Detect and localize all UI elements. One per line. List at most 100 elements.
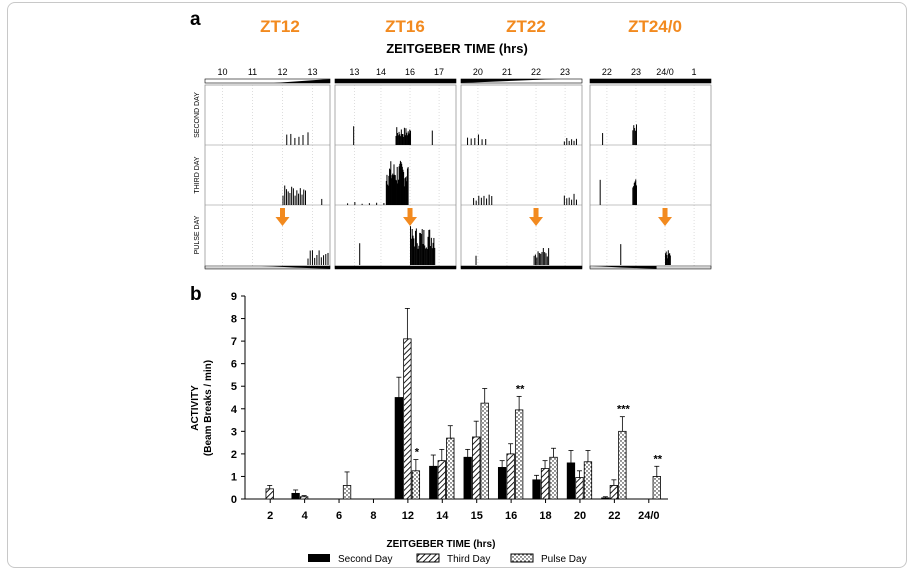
actogram-activity-bar [491,196,493,205]
bar-third-day-12 [403,338,412,500]
actogram-activity-bar [665,251,667,265]
zt-header-2: ZT16 [385,17,425,36]
actogram-activity-bar [320,257,322,265]
actogram-activity-bar [546,256,548,265]
actogram-activity-bar [391,175,393,205]
zt-header-4: ZT24/0 [628,17,682,36]
significance-annotation: *** [617,404,631,416]
actogram-activity-bar [284,185,286,205]
y-tick-label-0: 0 [231,494,237,506]
actogram-activity-bar [314,257,316,265]
actogram-activity-bar [389,168,391,205]
bar-second-day-16 [497,467,507,500]
y-axis-label-line1: ACTIVITY [190,385,201,431]
actogram-activity-bar [410,130,412,145]
actogram-activity-bar [486,198,488,205]
actogram-activity-bar [544,252,546,265]
actogram-activity-bar [635,179,637,205]
pulse-arrow-shaft-2 [407,208,413,218]
bar-second-day-20 [566,462,576,500]
actogram-activity-bar [467,137,469,145]
actogram-activity-bar [302,135,304,145]
actogram-activity-bar [420,233,422,265]
x-tick-label-1: 2 [267,510,273,522]
y-tick-label-3: 3 [231,426,237,438]
actogram-activity-bar [399,134,401,145]
actogram-activity-bar [292,188,294,205]
actogram-activity-bar [296,190,298,205]
actogram-activity-bar [416,243,418,265]
actogram-activity-bar [396,127,398,145]
x-tick-label-9: 18 [539,510,551,522]
actogram-activity-bar [406,132,408,145]
actogram-activity-bar [321,198,323,205]
actogram-activity-bar [620,244,622,265]
x-tick-label-8: 16 [505,510,517,522]
actogram-activity-bar [541,251,543,265]
actogram-activity-bar [406,168,408,205]
actogram-tick-label-3-4: 23 [560,67,570,77]
actogram-activity-bar [410,226,412,265]
actogram-tick-label-3-2: 21 [502,67,512,77]
actogram-activity-bar [396,180,398,205]
actogram-activity-bar [400,161,402,205]
actogram-activity-bar [401,134,403,145]
actogram-activity-bar [427,236,429,265]
actogram-activity-bar [403,136,405,145]
y-tick-label-4: 4 [231,404,238,416]
actogram-activity-bar [429,229,431,265]
y-tick-label-8: 8 [231,314,237,326]
actogram-activity-bar [434,247,436,265]
actogram-activity-bar [413,238,415,265]
actogram-activity-bar [307,132,309,145]
bar-third-day-15 [472,436,481,500]
actogram-activity-bar [634,128,636,145]
pulse-arrow-icon [529,217,544,226]
actogram-activity-bar [309,250,311,265]
actogram-activity-bar [398,166,400,205]
pulse-arrow-shaft-1 [280,208,285,218]
bar-third-day-14 [437,460,446,500]
bar-pulse-day-15 [480,402,489,500]
actogram-activity-bar [392,173,394,205]
actogram-activity-bar [403,127,405,145]
y-tick-label-2: 2 [231,449,237,461]
actogram-activity-bar [294,195,296,205]
actogram-activity-bar [575,199,577,205]
bar-third-day-16 [506,453,515,500]
actogram-activity-bar [397,132,399,145]
actogram-activity-bar [397,135,399,145]
bar-pulse-day-12 [411,470,421,500]
actogram-activity-bar [303,189,305,205]
actogram-activity-bar [395,179,397,205]
actogram-activity-bar [533,255,535,265]
actogram-tick-label-4-4: 1 [692,67,697,77]
actogram-activity-bar [568,197,570,205]
actogram-activity-bar [426,248,428,265]
actogram-tick-label-2-4: 17 [434,67,444,77]
actogram-activity-bar [538,253,540,265]
actogram-activity-bar [478,195,480,205]
actogram-activity-bar [406,135,408,145]
bar-second-day-15 [463,456,472,500]
actogram-activity-bar [405,128,407,145]
actogram-activity-bar [667,258,669,265]
actogram-activity-bar [481,139,483,145]
panel-a-letter: a [190,9,201,30]
actogram-activity-bar [394,175,396,205]
bar-pulse-day-6 [342,485,352,500]
figure-frame [7,2,907,568]
actogram-activity-bar [428,229,430,265]
significance-annotation: ** [654,453,663,465]
actogram-activity-bar [542,248,544,265]
actogram-panel-frame-1 [204,84,331,269]
actogram-tick-label-4-2: 23 [631,67,641,77]
actogram-activity-bar [665,253,667,265]
y-axis-label-line2: (Beam Breaks / min) [203,360,214,456]
x-tick-label-6: 14 [436,510,449,522]
actogram-activity-bar [431,248,433,265]
actogram-activity-bar [399,160,401,205]
legend-swatch-pulse-day [510,553,534,563]
